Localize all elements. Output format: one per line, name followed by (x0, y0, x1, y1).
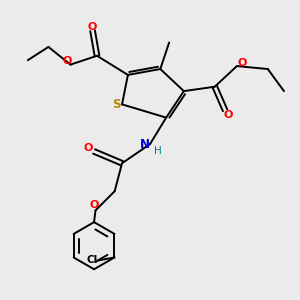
Text: H: H (154, 146, 162, 156)
Text: O: O (223, 110, 233, 120)
Text: O: O (83, 143, 93, 153)
Text: O: O (88, 22, 97, 32)
Text: S: S (112, 98, 121, 111)
Text: O: O (89, 200, 99, 210)
Text: O: O (238, 58, 247, 68)
Text: N: N (140, 138, 150, 151)
Text: O: O (62, 56, 72, 66)
Text: Cl: Cl (86, 255, 98, 266)
